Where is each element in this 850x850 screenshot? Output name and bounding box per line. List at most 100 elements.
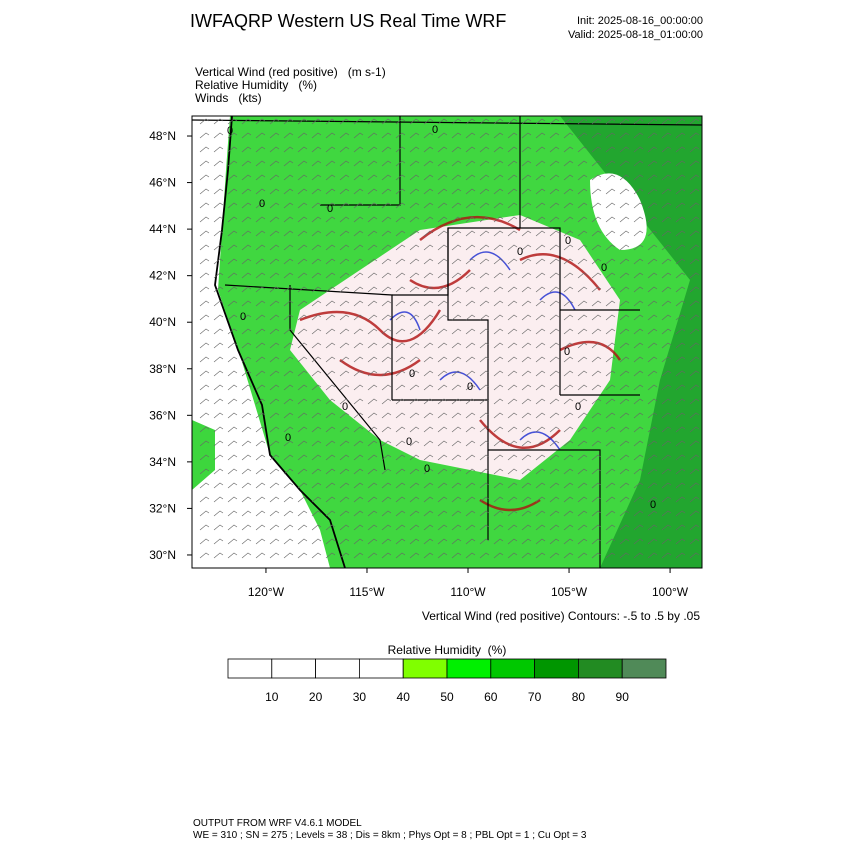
wind-barb	[353, 300, 364, 307]
wind-barb	[563, 482, 574, 489]
wind-barb	[269, 160, 280, 167]
wind-barb	[339, 426, 350, 433]
wind-barb	[297, 244, 308, 251]
wind-barb	[409, 132, 420, 139]
wind-barb	[633, 370, 644, 377]
wind-barb	[297, 356, 308, 363]
wind-barb	[535, 230, 546, 237]
wind-barb	[423, 160, 434, 167]
wind-barb	[437, 454, 448, 461]
wind-barb	[325, 384, 336, 391]
wind-barb	[241, 440, 252, 447]
wind-barb	[395, 216, 406, 223]
wind-barb	[619, 398, 630, 405]
wind-barb	[451, 202, 462, 209]
wind-barb	[423, 524, 434, 531]
wind-barb	[661, 426, 672, 433]
wind-barb	[451, 300, 462, 307]
wind-barb	[619, 286, 630, 293]
wind-barb	[339, 510, 350, 517]
wind-barb	[395, 482, 406, 489]
wind-barb	[675, 440, 686, 447]
wind-barb	[325, 482, 336, 489]
wind-barb	[507, 370, 518, 377]
wind-barb	[563, 328, 574, 335]
wind-barb	[381, 468, 392, 475]
colorbar-box	[446, 658, 492, 679]
wind-barb	[549, 398, 560, 405]
wind-barb	[605, 286, 616, 293]
wind-barb	[227, 132, 238, 139]
wind-barb	[633, 328, 644, 335]
wind-barb	[479, 132, 490, 139]
wind-barb	[437, 132, 448, 139]
wind-barb	[451, 286, 462, 293]
wind-barb	[437, 384, 448, 391]
wind-barb	[423, 426, 434, 433]
wind-barb	[213, 244, 224, 251]
wind-barb	[227, 538, 238, 545]
wind-barb	[647, 510, 658, 517]
wind-barb	[535, 174, 546, 181]
colorbar-label: 80	[572, 690, 586, 704]
wind-barb	[381, 412, 392, 419]
wind-barb	[381, 552, 392, 559]
wind-barb	[339, 342, 350, 349]
wind-barb	[451, 552, 462, 559]
wind-barb	[689, 258, 700, 265]
wind-barb	[367, 524, 378, 531]
wind-barb	[283, 188, 294, 195]
wind-barb	[311, 552, 322, 559]
wind-barb	[367, 468, 378, 475]
wind-barb	[619, 552, 630, 559]
wind-barb	[367, 174, 378, 181]
wind-barb	[675, 370, 686, 377]
wind-barb	[647, 384, 658, 391]
wind-barb	[549, 538, 560, 545]
wind-barb	[269, 356, 280, 363]
wind-barb	[633, 314, 644, 321]
wind-barb	[199, 188, 210, 195]
wind-barb	[521, 496, 532, 503]
wind-barb	[507, 258, 518, 265]
wind-barb	[199, 412, 210, 419]
wind-barb	[409, 370, 420, 377]
wind-barb	[605, 412, 616, 419]
wind-barb	[465, 412, 476, 419]
wind-barb	[633, 300, 644, 307]
wind-barb	[255, 510, 266, 517]
wind-barb	[227, 468, 238, 475]
wind-barb	[647, 314, 658, 321]
wind-barb	[633, 132, 644, 139]
wind-barb	[479, 496, 490, 503]
wind-barb	[507, 328, 518, 335]
wind-barb	[521, 384, 532, 391]
wind-barb	[619, 118, 630, 125]
wind-barb	[563, 552, 574, 559]
wind-barb	[395, 468, 406, 475]
wind-barb	[255, 538, 266, 545]
wind-barb	[507, 314, 518, 321]
wind-barb	[367, 454, 378, 461]
wind-barb	[535, 412, 546, 419]
wind-barb	[241, 230, 252, 237]
wind-barb	[675, 524, 686, 531]
wind-barb	[297, 258, 308, 265]
wind-barb	[465, 230, 476, 237]
wind-barb	[255, 272, 266, 279]
wind-barb	[283, 244, 294, 251]
wind-barb	[395, 496, 406, 503]
wind-barb	[367, 244, 378, 251]
wind-barb	[563, 384, 574, 391]
wind-barb	[269, 552, 280, 559]
wind-barb	[577, 202, 588, 209]
wind-barb	[353, 538, 364, 545]
wind-barb	[605, 496, 616, 503]
wind-barb	[591, 398, 602, 405]
wind-barb	[563, 370, 574, 377]
wind-barb	[297, 552, 308, 559]
wind-barb	[451, 510, 462, 517]
wind-barb	[213, 328, 224, 335]
wind-barb	[465, 552, 476, 559]
wind-barb	[423, 482, 434, 489]
